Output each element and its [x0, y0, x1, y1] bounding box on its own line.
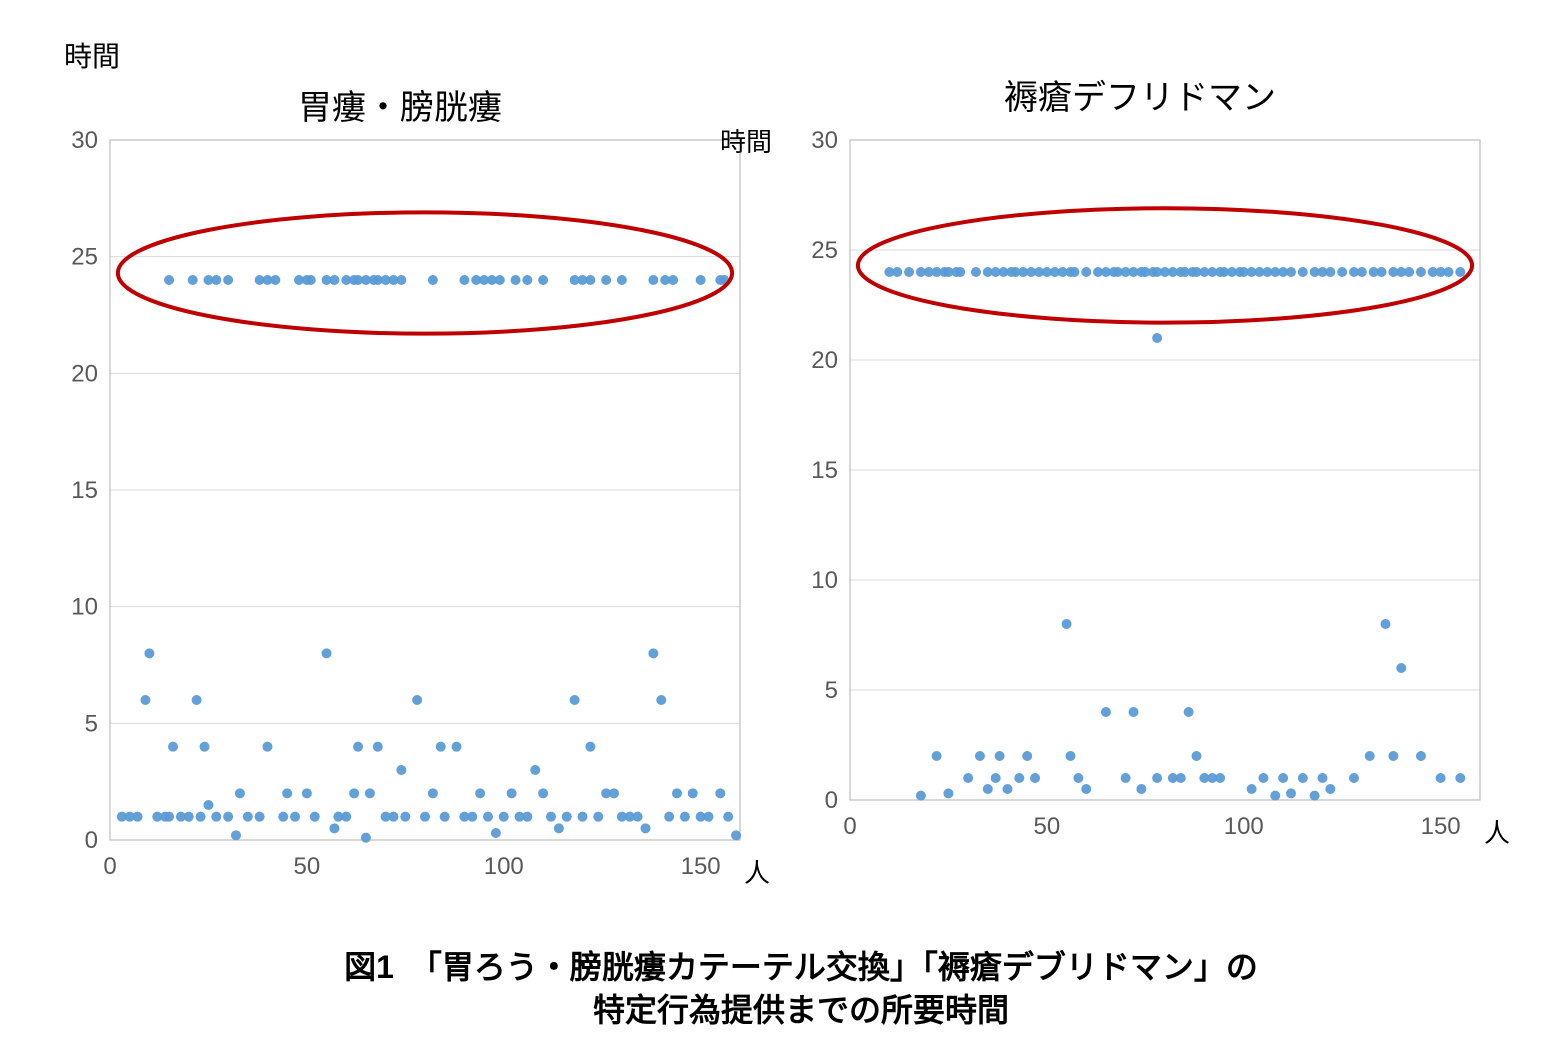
caption-line-2: 特定行為提供までの所要時間	[593, 992, 1009, 1028]
figure-caption: 図1 「胃ろう・膀胱瘻カテーテル交換」「褥瘡デブリドマン」の 特定行為提供までの…	[100, 946, 1502, 1032]
svg-text:50: 50	[1034, 813, 1061, 840]
svg-text:150: 150	[681, 853, 721, 880]
svg-text:20: 20	[811, 347, 838, 374]
caption-line-1: 図1 「胃ろう・膀胱瘻カテーテル交換」「褥瘡デブリドマン」の	[344, 949, 1258, 985]
chart-2-title: 褥瘡デフリドマン	[780, 70, 1500, 119]
svg-text:15: 15	[811, 457, 838, 484]
svg-text:0: 0	[103, 853, 116, 880]
chart-2: 褥瘡デフリドマン 時間 051015202530050100150 人	[780, 80, 1500, 860]
svg-text:0: 0	[843, 813, 856, 840]
svg-text:25: 25	[811, 237, 838, 264]
chart-2-x-unit: 人	[1484, 813, 1510, 850]
svg-text:20: 20	[71, 360, 98, 387]
svg-text:5: 5	[85, 710, 98, 737]
svg-text:10: 10	[811, 567, 838, 594]
svg-text:15: 15	[71, 477, 98, 504]
svg-text:150: 150	[1421, 813, 1461, 840]
chart-2-svg: 0 5 10 15 20 25 30 0 50 100 150	[780, 80, 1500, 860]
svg-text:30: 30	[811, 127, 838, 154]
svg-text:0: 0	[85, 827, 98, 854]
chart-1-x-unit: 人	[744, 853, 770, 890]
chart-2-y-label: 時間	[720, 122, 772, 159]
svg-text:50: 50	[294, 853, 321, 880]
svg-text:30: 30	[71, 127, 98, 154]
svg-text:5: 5	[825, 677, 838, 704]
svg-text:10: 10	[71, 594, 98, 621]
svg-text:25: 25	[71, 244, 98, 271]
chart-1: 胃瘻・膀胱瘻 051015202530050100150 人	[40, 80, 760, 900]
y-axis-global-label: 時間	[64, 35, 120, 75]
chart-1-title: 胃瘻・膀胱瘻	[40, 80, 760, 129]
svg-text:0: 0	[825, 787, 838, 814]
svg-text:100: 100	[1224, 813, 1264, 840]
svg-text:100: 100	[484, 853, 524, 880]
chart-1-svg: 0 5 10 15 20 25 30 0 50 100 150	[40, 80, 760, 900]
